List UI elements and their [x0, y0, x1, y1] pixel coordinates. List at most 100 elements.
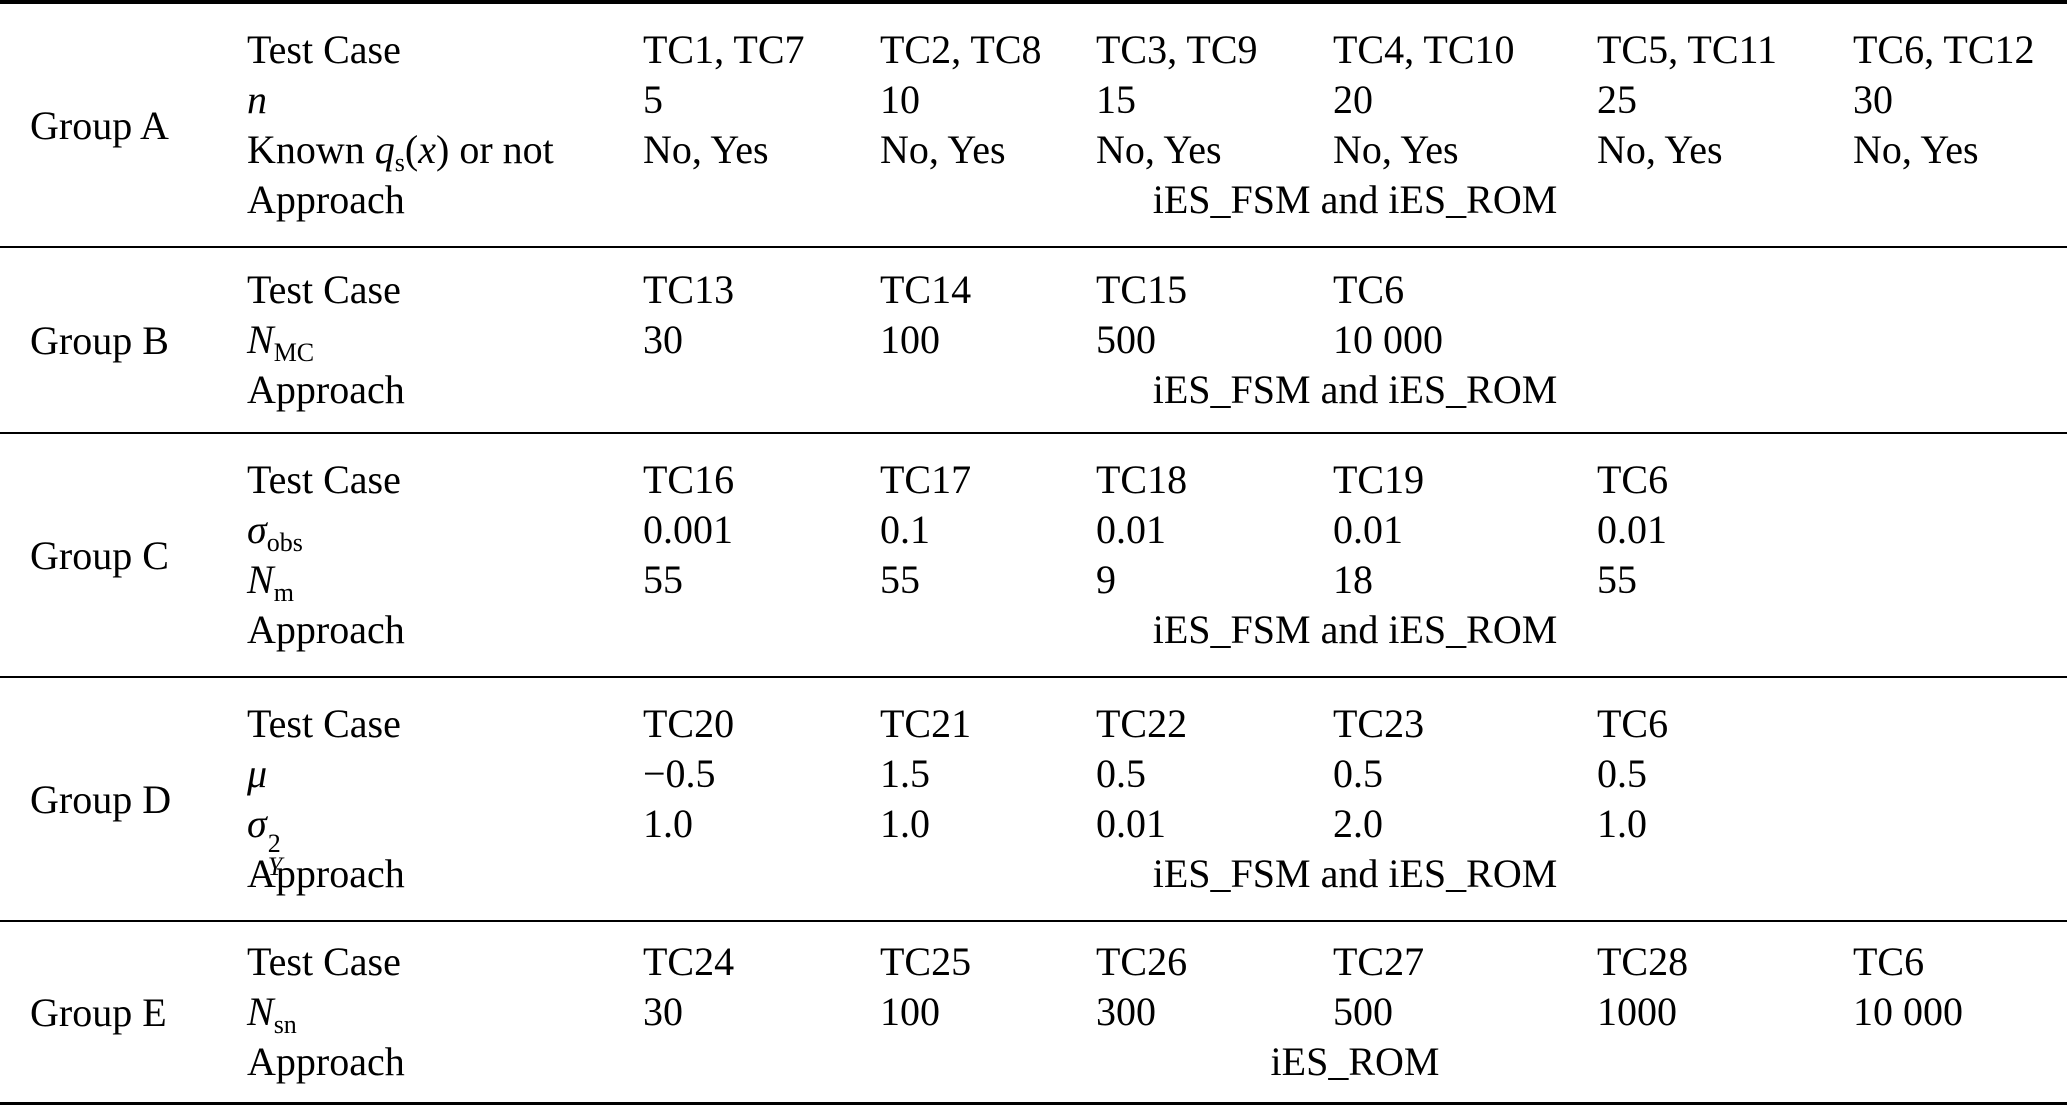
table-row: Known qs(x) or not No, Yes No, Yes No, Yes N…: [240, 125, 2067, 176]
approach-span-cell: iES_FSM and iES_ROM: [1152, 851, 1558, 896]
value-cell: 1.0: [643, 801, 693, 846]
approach-span-cell: iES_FSM and iES_ROM: [1152, 177, 1558, 222]
label-text: Approach: [247, 177, 405, 222]
value-cell: 0.5: [1597, 751, 1647, 796]
table-row: n 5 10 15 20 25 30: [240, 75, 2067, 125]
group-rows: Test Case TC24 TC25 TC26 TC27 TC28 TC6 Nsn 30 100…: [240, 937, 2067, 1087]
label-text: Approach: [247, 607, 405, 652]
value-cell: TC26: [1096, 939, 1188, 984]
group-label: Group C: [30, 532, 169, 578]
table-row: Nm 55 55 9 18 55: [240, 555, 2067, 607]
row-label: σobs: [240, 505, 643, 557]
label-text: n: [247, 77, 267, 122]
value-cell: TC6, TC12: [1853, 27, 2035, 72]
value-cell: 300: [1096, 989, 1156, 1034]
subscript: Y: [267, 852, 283, 881]
row-label: n: [240, 75, 643, 125]
label-text: q: [374, 127, 395, 172]
value-cell: TC21: [880, 701, 972, 746]
label-text: Test Case: [247, 457, 401, 502]
group-section: Group C Test Case TC16 TC17 TC18 TC19 TC6 σobs 0…: [0, 432, 2067, 676]
value-cell: 0.5: [1333, 751, 1383, 796]
value-cell: 30: [1853, 77, 1893, 122]
table-row: Approach iES_FSM and iES_ROM: [240, 605, 2067, 655]
row-label: Nsn: [240, 987, 643, 1039]
table-row: Test Case TC20 TC21 TC22 TC23 TC6: [240, 699, 2067, 749]
value-cell: No, Yes: [880, 127, 1006, 172]
value-cell: 9: [1096, 557, 1116, 602]
value-cell: TC25: [880, 939, 972, 984]
row-label: Approach: [240, 175, 643, 225]
table-row: Test Case TC24 TC25 TC26 TC27 TC28 TC6: [240, 937, 2067, 987]
approach-span-cell: iES_FSM and iES_ROM: [1152, 607, 1558, 652]
value-cell: 0.01: [1597, 507, 1667, 552]
value-cell: 55: [643, 557, 683, 602]
value-cell: 10 000: [1853, 989, 1963, 1034]
value-cell: TC6: [1597, 701, 1669, 746]
group-rows: Test Case TC20 TC21 TC22 TC23 TC6 μ −0.5 1.5 0.5 0…: [240, 699, 2067, 899]
value-cell: TC3, TC9: [1096, 27, 1258, 72]
value-cell: 55: [1597, 557, 1637, 602]
value-cell: No, Yes: [1853, 127, 1979, 172]
value-cell: TC6: [1597, 457, 1669, 502]
value-cell: TC28: [1597, 939, 1689, 984]
label-text: ) or not: [436, 127, 554, 172]
value-cell: TC20: [643, 701, 735, 746]
subscript: m: [273, 578, 294, 607]
value-cell: 30: [643, 989, 683, 1034]
value-cell: 20: [1333, 77, 1373, 122]
value-cell: TC1, TC7: [643, 27, 805, 72]
row-label: NMC: [240, 315, 643, 366]
table-row: σobs 0.001 0.1 0.01 0.01 0.01: [240, 505, 2067, 557]
value-cell: 0.5: [1096, 751, 1146, 796]
value-cell: TC27: [1333, 939, 1425, 984]
label-text: N: [247, 557, 274, 602]
row-label: Approach: [240, 365, 643, 415]
value-cell: TC6: [1333, 267, 1405, 312]
value-cell: 0.001: [643, 507, 733, 552]
table-row: Approach iES_FSM and iES_ROM: [240, 175, 2067, 225]
label-text: Test Case: [247, 701, 401, 746]
label-text: Approach: [247, 851, 405, 896]
value-cell: 55: [880, 557, 920, 602]
label-text: N: [247, 317, 274, 362]
table-row: μ −0.5 1.5 0.5 0.5 0.5: [240, 749, 2067, 799]
value-cell: TC23: [1333, 701, 1425, 746]
subscript: obs: [266, 528, 303, 557]
superscript: 2: [267, 829, 281, 858]
subscript: sn: [273, 1010, 297, 1039]
value-cell: TC24: [643, 939, 735, 984]
label-text: Known: [247, 127, 375, 172]
group-label: Group D: [30, 776, 172, 822]
approach-span-cell: iES_FSM and iES_ROM: [1152, 367, 1558, 412]
value-cell: 30: [643, 317, 683, 362]
value-cell: 500: [1096, 317, 1156, 362]
group-label-column: Group E: [0, 937, 240, 1087]
value-cell: TC22: [1096, 701, 1188, 746]
label-text: Approach: [247, 1039, 405, 1084]
value-cell: TC4, TC10: [1333, 27, 1515, 72]
value-cell: −0.5: [643, 751, 716, 796]
value-cell: 1.0: [880, 801, 930, 846]
approach-span-cell: iES_ROM: [1270, 1039, 1440, 1084]
value-cell: 1000: [1597, 989, 1677, 1034]
value-cell: No, Yes: [643, 127, 769, 172]
row-label: Nm: [240, 555, 643, 607]
value-cell: 0.01: [1096, 507, 1166, 552]
group-label-column: Group C: [0, 455, 240, 655]
row-label: μ: [240, 749, 643, 799]
value-cell: 0.1: [880, 507, 930, 552]
group-section: Group D Test Case TC20 TC21 TC22 TC23 TC6 μ −0.5…: [0, 676, 2067, 920]
label-text: σ: [247, 801, 267, 846]
group-section: Group E Test Case TC24 TC25 TC26 TC27 TC28 TC6 N…: [0, 920, 2067, 1102]
value-cell: 1.0: [1597, 801, 1647, 846]
row-label: Approach: [240, 1037, 643, 1087]
value-cell: 0.01: [1333, 507, 1403, 552]
value-cell: 0.01: [1096, 801, 1166, 846]
value-cell: 10: [880, 77, 920, 122]
value-cell: TC15: [1096, 267, 1188, 312]
group-rows: Test Case TC1, TC7 TC2, TC8 TC3, TC9 TC4, TC…: [240, 25, 2067, 225]
